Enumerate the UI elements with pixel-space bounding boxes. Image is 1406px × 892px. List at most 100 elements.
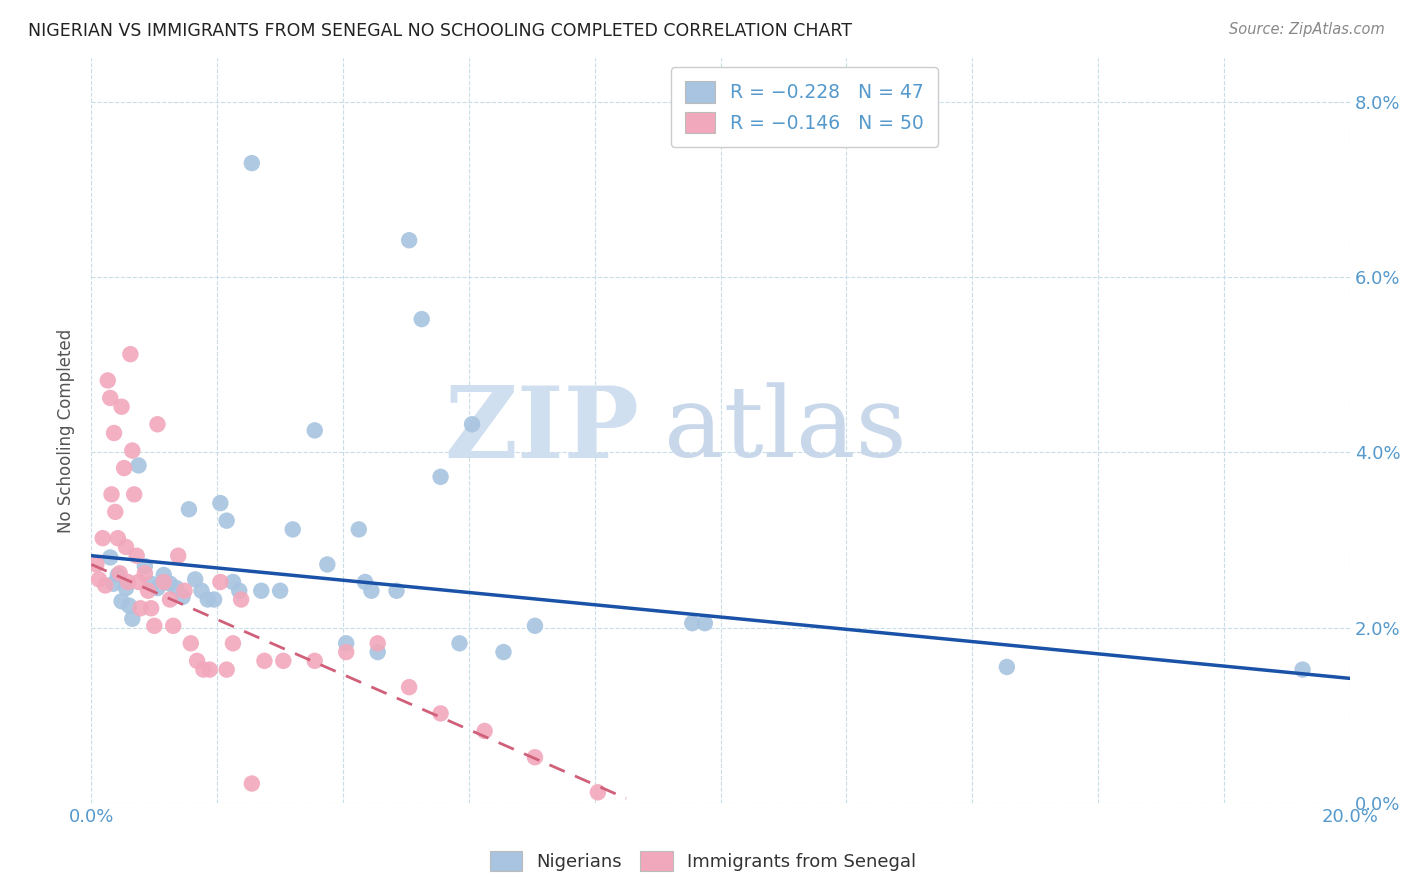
Point (193, 663, 215, 677)
Point (304, 654, 326, 668)
Point (97, 374, 120, 388)
Point (398, 233, 420, 247)
Point (112, 461, 135, 475)
Point (125, 549, 148, 563)
Point (172, 590, 194, 604)
Point (98, 391, 121, 405)
Point (197, 592, 219, 607)
Point (152, 574, 174, 589)
Point (250, 583, 273, 598)
Point (104, 505, 127, 519)
Point (385, 583, 408, 598)
Point (398, 680, 420, 694)
Point (586, 785, 609, 799)
Y-axis label: No Schooling Completed: No Schooling Completed (58, 328, 76, 533)
Point (91, 531, 114, 545)
Point (165, 581, 187, 595)
Point (281, 523, 304, 537)
Point (693, 616, 716, 631)
Point (304, 424, 326, 438)
Point (141, 576, 163, 591)
Point (209, 496, 232, 510)
Point (117, 574, 139, 589)
Point (134, 559, 156, 574)
Point (367, 645, 389, 659)
Point (347, 523, 370, 537)
Point (115, 540, 138, 554)
Point (167, 549, 190, 563)
Point (190, 583, 212, 598)
Point (134, 566, 156, 581)
Point (184, 573, 207, 587)
Point (110, 400, 132, 414)
Point (129, 601, 152, 615)
Point (429, 706, 451, 721)
Point (681, 616, 703, 631)
Point (449, 636, 471, 650)
Point (411, 312, 433, 326)
Point (108, 566, 131, 581)
Point (162, 619, 184, 633)
Point (107, 531, 129, 545)
Point (367, 636, 389, 650)
Legend: Nigerians, Immigrants from Senegal: Nigerians, Immigrants from Senegal (482, 844, 924, 879)
Point (269, 583, 291, 598)
Point (94, 578, 117, 592)
Point (141, 601, 163, 615)
Text: ZIP: ZIP (444, 382, 638, 479)
Point (335, 636, 357, 650)
Point (180, 636, 202, 650)
Point (121, 443, 143, 458)
Point (103, 576, 125, 591)
Point (143, 619, 166, 633)
Point (523, 619, 546, 633)
Point (146, 581, 169, 595)
Point (118, 599, 141, 613)
Point (202, 592, 225, 607)
Point (98, 550, 121, 565)
Point (492, 645, 515, 659)
Point (231, 592, 253, 607)
Point (87, 573, 110, 587)
Point (461, 417, 484, 432)
Point (335, 645, 357, 659)
Point (86, 558, 108, 572)
Point (995, 660, 1018, 674)
Point (128, 574, 150, 589)
Point (1291, 663, 1313, 677)
Point (120, 347, 142, 361)
Point (128, 458, 150, 473)
Point (177, 502, 200, 516)
Point (253, 654, 276, 668)
Text: Source: ZipAtlas.com: Source: ZipAtlas.com (1229, 22, 1385, 37)
Point (215, 663, 238, 677)
Point (271, 654, 294, 668)
Point (152, 568, 174, 582)
Text: atlas: atlas (664, 383, 907, 478)
Point (186, 654, 208, 668)
Point (146, 417, 169, 432)
Point (103, 425, 125, 440)
Point (360, 583, 382, 598)
Point (159, 592, 181, 607)
Point (429, 470, 451, 484)
Point (100, 487, 122, 501)
Point (354, 574, 377, 589)
Point (121, 612, 143, 626)
Point (136, 583, 159, 598)
Point (316, 558, 339, 572)
Point (159, 576, 181, 591)
Point (240, 776, 263, 790)
Point (173, 583, 195, 598)
Point (222, 636, 245, 650)
Point (240, 156, 263, 170)
Point (198, 663, 221, 677)
Point (228, 583, 250, 598)
Point (115, 581, 138, 595)
Point (523, 750, 546, 764)
Point (222, 574, 245, 589)
Point (122, 487, 145, 501)
Point (474, 723, 496, 738)
Legend: R = −0.228   N = 47, R = −0.146   N = 50: R = −0.228 N = 47, R = −0.146 N = 50 (671, 68, 938, 147)
Point (215, 514, 238, 528)
